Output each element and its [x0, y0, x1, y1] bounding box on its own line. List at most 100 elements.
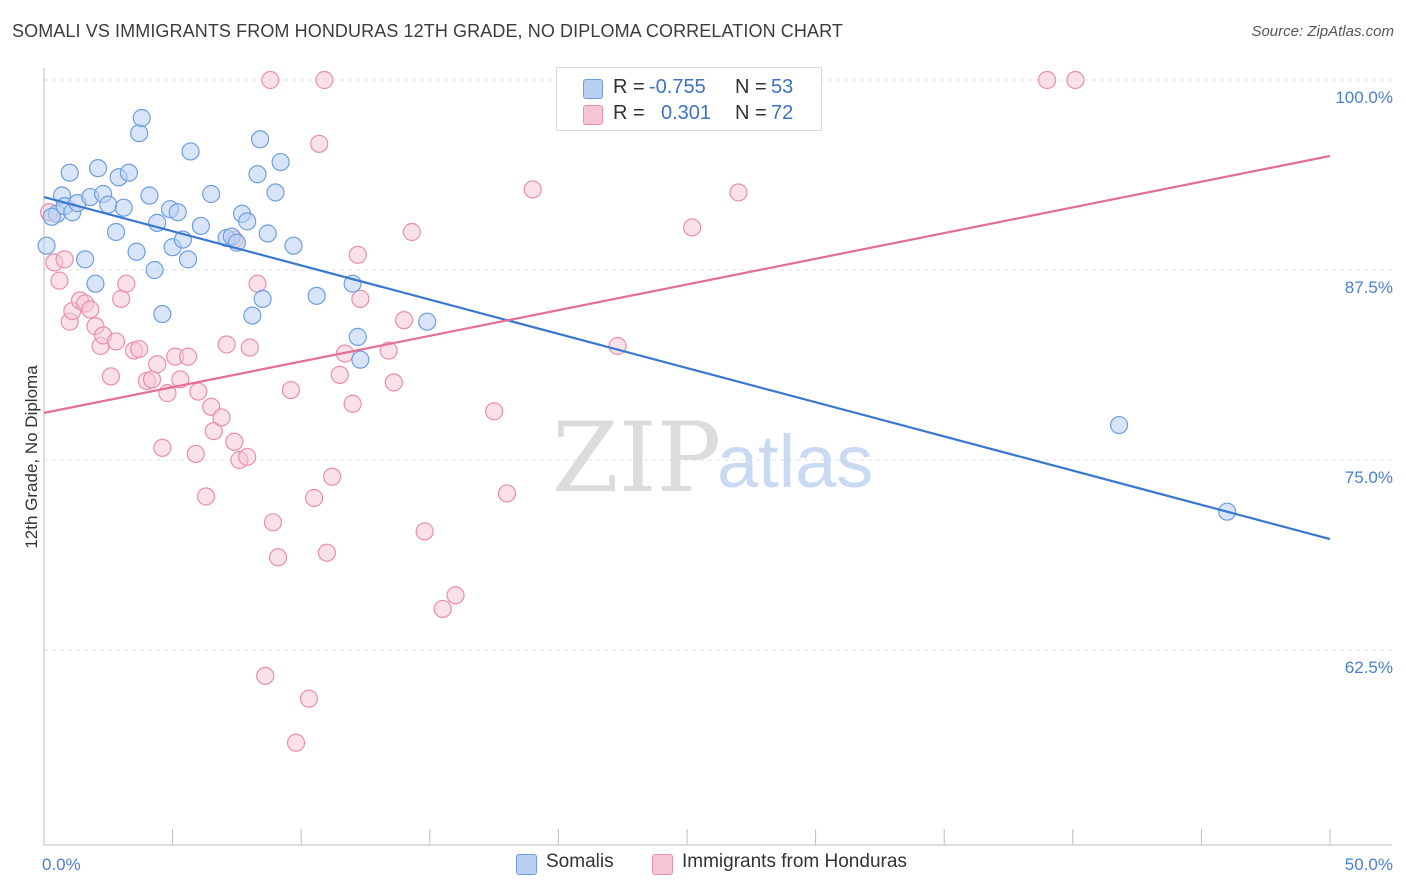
honduras-point-48 — [317, 543, 337, 562]
honduras-n-label: N = — [735, 102, 767, 124]
honduras-point-64 — [523, 180, 542, 199]
somali-point-21 — [145, 260, 164, 280]
somali-swatch — [583, 79, 603, 99]
somali-point-4 — [60, 163, 79, 182]
honduras-point-60 — [433, 599, 452, 619]
somali-point-0 — [37, 236, 56, 255]
somali-point-43 — [271, 152, 290, 172]
honduras-point-13 — [106, 332, 126, 351]
honduras-point-69 — [1037, 70, 1057, 90]
chart-title: SOMALI VS IMMIGRANTS FROM HONDURAS 12TH … — [12, 21, 843, 41]
honduras-point-27 — [189, 382, 208, 401]
honduras-point-14 — [112, 289, 131, 308]
honduras-point-63 — [497, 484, 517, 503]
somali-point-50 — [1109, 415, 1129, 435]
honduras-point-53 — [348, 245, 367, 264]
somali-point-10 — [88, 159, 108, 178]
honduras-point-15 — [117, 274, 136, 293]
honduras-point-44 — [299, 689, 319, 708]
somali-point-36 — [238, 212, 257, 231]
somali-point-30 — [191, 216, 210, 236]
honduras-point-21 — [153, 438, 172, 457]
honduras-point-59 — [415, 522, 434, 541]
honduras-point-58 — [402, 222, 421, 242]
somali-n-label: N = — [735, 76, 767, 98]
gridlines — [44, 79, 1392, 651]
somali-point-45 — [307, 286, 326, 305]
honduras-n-value: 72 — [771, 102, 794, 124]
correlation-legend: R = -0.755 N = 53 R = 0.301 N = 72 — [556, 67, 822, 131]
honduras-point-31 — [212, 408, 231, 427]
honduras-point-35 — [238, 447, 257, 467]
honduras-r-label: R = — [613, 102, 645, 124]
somali-point-28 — [178, 250, 198, 269]
honduras-point-30 — [204, 422, 223, 441]
somali-point-40 — [253, 289, 272, 308]
honduras-point-28 — [196, 487, 216, 506]
honduras-point-25 — [178, 347, 198, 366]
honduras-point-26 — [186, 444, 205, 464]
honduras-swatch — [583, 105, 603, 125]
honduras-point-19 — [142, 370, 162, 389]
honduras-point-8 — [81, 300, 100, 319]
honduras-r-value: 0.301 — [661, 102, 712, 124]
y-tick-label-1: 87.5% — [1345, 278, 1393, 297]
somali-point-42 — [266, 183, 285, 202]
honduras-point-70 — [1066, 70, 1085, 90]
honduras-point-54 — [351, 289, 370, 308]
honduras-point-32 — [217, 335, 236, 354]
somali-point-19 — [132, 108, 151, 128]
honduras-point-47 — [315, 70, 334, 90]
y-tick-label-2: 75.0% — [1345, 468, 1393, 487]
honduras-point-33 — [225, 432, 244, 451]
honduras-point-49 — [322, 467, 342, 486]
honduras-point-46 — [310, 134, 329, 153]
somali-point-7 — [76, 250, 95, 269]
somali-point-39 — [250, 130, 270, 149]
somali-point-13 — [106, 222, 126, 242]
somali-point-44 — [284, 236, 303, 255]
somali-point-9 — [86, 274, 105, 293]
y-tick-label-3: 62.5% — [1345, 658, 1393, 677]
honduras-point-56 — [384, 373, 403, 392]
somali-point-17 — [127, 242, 146, 261]
source-credit: Source: ZipAtlas.com — [1251, 23, 1394, 40]
somali-point-47 — [348, 327, 367, 346]
honduras-point-52 — [343, 394, 362, 413]
somali-point-12 — [99, 195, 118, 214]
honduras-point-43 — [286, 733, 306, 752]
watermark-atlas: atlas — [717, 420, 873, 503]
somali-point-38 — [248, 165, 267, 184]
y-tick-labels: 100.0% 87.5% 75.0% 62.5% — [1335, 88, 1393, 677]
somali-point-48 — [351, 350, 370, 369]
somali-point-16 — [119, 163, 138, 182]
honduras-point-62 — [485, 402, 504, 421]
y-axis-title: 12th Grade, No Diploma — [22, 365, 41, 549]
somali-legend-label: Somalis — [546, 851, 614, 872]
honduras-point-40 — [263, 513, 283, 532]
somali-trend-line — [43, 195, 1331, 541]
honduras-point-17 — [130, 339, 149, 359]
somali-point-29 — [181, 142, 200, 161]
somali-point-23 — [153, 304, 172, 324]
x-tick-label-max: 50.0% — [1345, 855, 1393, 874]
somali-r-label: R = — [613, 76, 645, 98]
somali-point-37 — [243, 306, 262, 325]
honduras-point-42 — [281, 380, 301, 400]
x-tick-label-min: 0.0% — [42, 855, 81, 874]
honduras-trend-line — [43, 154, 1331, 414]
somali-point-49 — [418, 312, 437, 331]
somali-point-18 — [130, 124, 149, 143]
honduras-legend-swatch — [652, 854, 673, 875]
honduras-point-38 — [256, 666, 275, 685]
axes — [43, 68, 1392, 846]
somali-point-20 — [140, 186, 159, 205]
honduras-legend-label: Immigrants from Honduras — [682, 851, 907, 872]
honduras-point-39 — [261, 70, 280, 90]
somali-legend-swatch — [516, 854, 537, 875]
somali-n-value: 53 — [771, 76, 794, 98]
honduras-point-41 — [268, 548, 288, 567]
somali-r-value: -0.755 — [649, 76, 706, 98]
trendlines — [43, 154, 1331, 541]
